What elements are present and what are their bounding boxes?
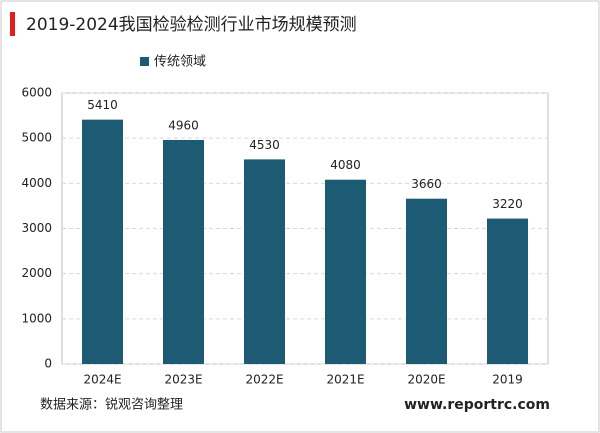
y-tick-label: 6000 (21, 86, 52, 100)
bar (406, 198, 447, 364)
data-label: 4080 (330, 158, 361, 172)
x-tick-label: 2020E (407, 373, 445, 387)
bar (487, 218, 528, 364)
y-tick-label: 1000 (21, 311, 52, 325)
legend-label: 传统领域 (154, 55, 206, 70)
x-tick-label: 2019 (492, 373, 523, 387)
data-label: 5410 (87, 98, 118, 112)
y-tick-label: 4000 (21, 176, 52, 190)
y-tick-label: 5000 (21, 131, 52, 145)
chart-title: 2019-2024我国检验检测行业市场规模预测 (26, 15, 357, 35)
data-label: 4530 (249, 138, 280, 152)
source: 数据来源：锐观咨询整理 (40, 398, 183, 413)
x-tick-label: 2022E (245, 373, 283, 387)
y-tick-label: 3000 (21, 221, 52, 235)
bar (82, 119, 123, 364)
data-label: 3220 (492, 197, 523, 211)
legend-swatch (140, 57, 149, 66)
website: www.reportrc.com (404, 397, 550, 413)
bar (325, 179, 366, 364)
y-tick-label: 2000 (21, 266, 52, 280)
bar (163, 139, 204, 364)
title-accent (10, 12, 15, 36)
bar (244, 159, 285, 364)
x-tick-label: 2023E (164, 373, 202, 387)
x-tick-label: 2021E (326, 373, 364, 387)
y-tick-label: 0 (44, 357, 52, 371)
data-label: 3660 (411, 177, 442, 191)
data-label: 4960 (168, 118, 199, 132)
x-tick-label: 2024E (83, 373, 121, 387)
